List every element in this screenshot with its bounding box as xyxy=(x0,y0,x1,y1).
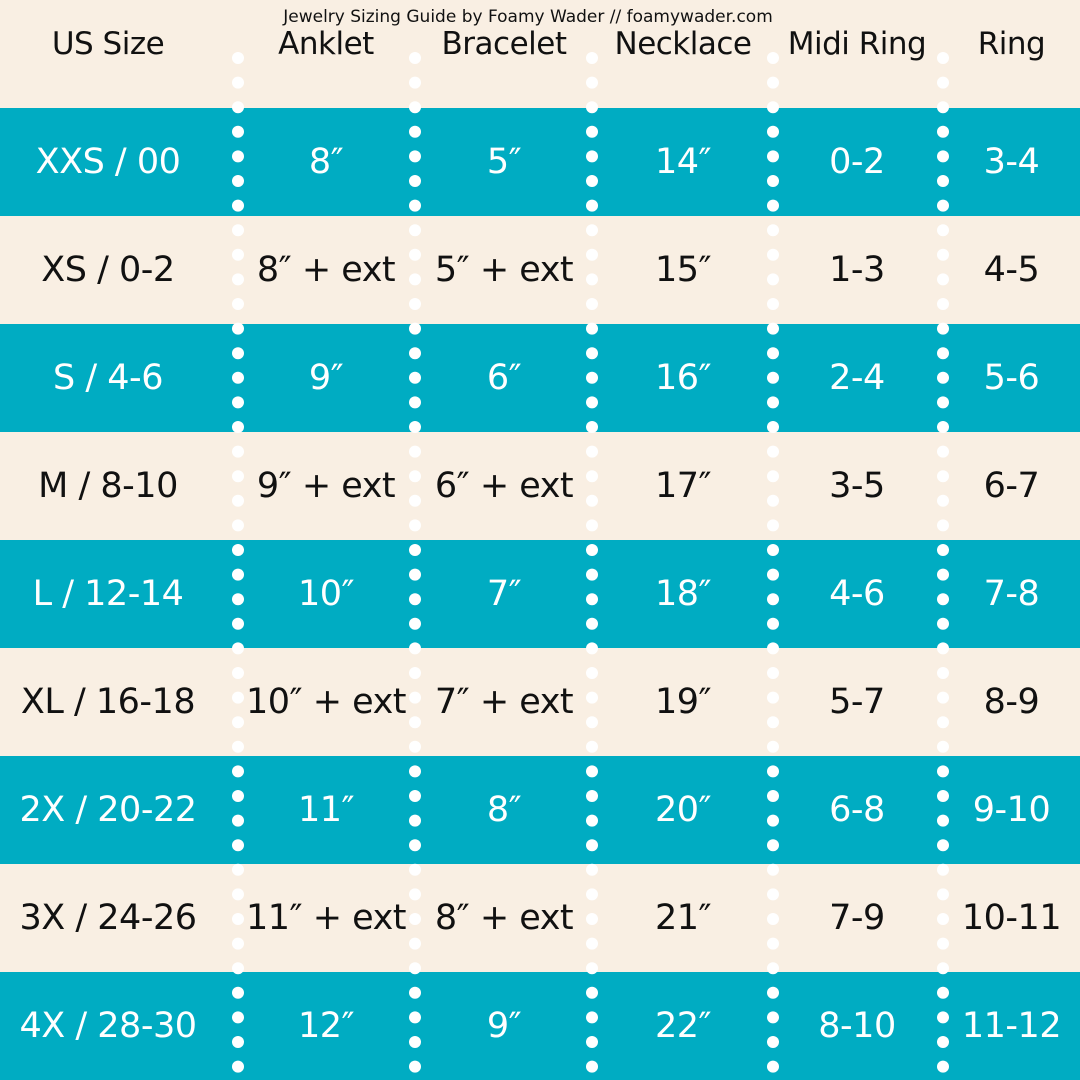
table-row: 2X / 20-22 11″ 8″ 20″ 6-8 9-10 xyxy=(0,756,1080,864)
table-row: XXS / 00 8″ 5″ 14″ 0-2 3-4 xyxy=(0,108,1080,216)
cell-anklet: 12″ xyxy=(297,1006,355,1046)
cell-ring: 6-7 xyxy=(983,466,1040,506)
cell-us-size: 3X / 24-26 xyxy=(19,898,198,938)
guide-title: Jewelry Sizing Guide by Foamy Wader // f… xyxy=(283,7,773,27)
cell-bracelet: 5″ xyxy=(486,142,522,182)
cell-necklace: 15″ xyxy=(654,250,712,290)
cell-us-size: 2X / 20-22 xyxy=(19,790,198,830)
cell-necklace: 21″ xyxy=(654,898,712,938)
cell-bracelet: 9″ xyxy=(486,1006,522,1046)
header-row: US Size Anklet Bracelet Necklace Midi Ring Ri… xyxy=(0,0,1080,108)
cell-necklace: 16″ xyxy=(654,358,712,398)
cell-ring: 4-5 xyxy=(983,250,1040,290)
table-row: 3X / 24-26 11″ + ext 8″ + ext 21″ 7-9 10-11 xyxy=(0,864,1080,972)
cell-ring: 7-8 xyxy=(983,574,1040,614)
cell-us-size: L / 12-14 xyxy=(32,574,184,614)
cell-bracelet: 8″ + ext xyxy=(434,898,574,938)
cell-midi-ring: 1-3 xyxy=(829,250,885,290)
table-row: S / 4-6 9″ 6″ 16″ 2-4 5-6 xyxy=(0,324,1080,432)
cell-midi-ring: 7-9 xyxy=(829,898,885,938)
header-ring: Ring xyxy=(977,26,1046,62)
cell-bracelet: 6″ + ext xyxy=(434,466,574,506)
cell-anklet: 8″ + ext xyxy=(256,250,396,290)
cell-ring: 11-12 xyxy=(961,1006,1062,1046)
cell-midi-ring: 6-8 xyxy=(829,790,885,830)
cell-necklace: 20″ xyxy=(654,790,712,830)
cell-necklace: 14″ xyxy=(654,142,712,182)
cell-midi-ring: 0-2 xyxy=(829,142,885,182)
table-row: XS / 0-2 8″ + ext 5″ + ext 15″ 1-3 4-5 xyxy=(0,216,1080,324)
header-us-size: US Size xyxy=(51,26,165,62)
cell-midi-ring: 5-7 xyxy=(829,682,885,722)
cell-midi-ring: 3-5 xyxy=(829,466,885,506)
cell-anklet: 11″ + ext xyxy=(245,898,407,938)
cell-ring: 3-4 xyxy=(983,142,1040,182)
header-necklace: Necklace xyxy=(614,26,752,62)
table-row: L / 12-14 10″ 7″ 18″ 4-6 7-8 xyxy=(0,540,1080,648)
table-row: M / 8-10 9″ + ext 6″ + ext 17″ 3-5 6-7 xyxy=(0,432,1080,540)
cell-anklet: 10″ xyxy=(297,574,355,614)
cell-bracelet: 7″ + ext xyxy=(434,682,574,722)
cell-midi-ring: 2-4 xyxy=(829,358,885,398)
cell-bracelet: 6″ xyxy=(486,358,522,398)
header-midi-ring: Midi Ring xyxy=(787,26,927,62)
cell-necklace: 22″ xyxy=(654,1006,712,1046)
header-bracelet: Bracelet xyxy=(441,26,567,62)
cell-bracelet: 7″ xyxy=(486,574,522,614)
cell-midi-ring: 4-6 xyxy=(829,574,885,614)
cell-ring: 9-10 xyxy=(972,790,1051,830)
cell-anklet: 9″ + ext xyxy=(256,466,396,506)
cell-anklet: 10″ + ext xyxy=(245,682,407,722)
cell-ring: 8-9 xyxy=(983,682,1040,722)
cell-us-size: M / 8-10 xyxy=(38,466,178,506)
cell-bracelet: 8″ xyxy=(486,790,522,830)
cell-necklace: 17″ xyxy=(654,466,712,506)
cell-us-size: XS / 0-2 xyxy=(41,250,175,290)
table-row: 4X / 28-30 12″ 9″ 22″ 8-10 11-12 xyxy=(0,972,1080,1080)
cell-us-size: 4X / 28-30 xyxy=(19,1006,198,1046)
cell-us-size: S / 4-6 xyxy=(53,358,163,398)
cell-necklace: 18″ xyxy=(654,574,712,614)
table-row: XL / 16-18 10″ + ext 7″ + ext 19″ 5-7 8-9 xyxy=(0,648,1080,756)
cell-anklet: 11″ xyxy=(297,790,355,830)
cell-anklet: 9″ xyxy=(308,358,344,398)
cell-necklace: 19″ xyxy=(654,682,712,722)
cell-anklet: 8″ xyxy=(308,142,344,182)
header-anklet: Anklet xyxy=(278,26,374,62)
cell-bracelet: 5″ + ext xyxy=(434,250,574,290)
cell-ring: 10-11 xyxy=(961,898,1062,938)
cell-ring: 5-6 xyxy=(983,358,1040,398)
cell-us-size: XXS / 00 xyxy=(35,142,181,182)
cell-us-size: XL / 16-18 xyxy=(20,682,196,722)
cell-midi-ring: 8-10 xyxy=(818,1006,896,1046)
